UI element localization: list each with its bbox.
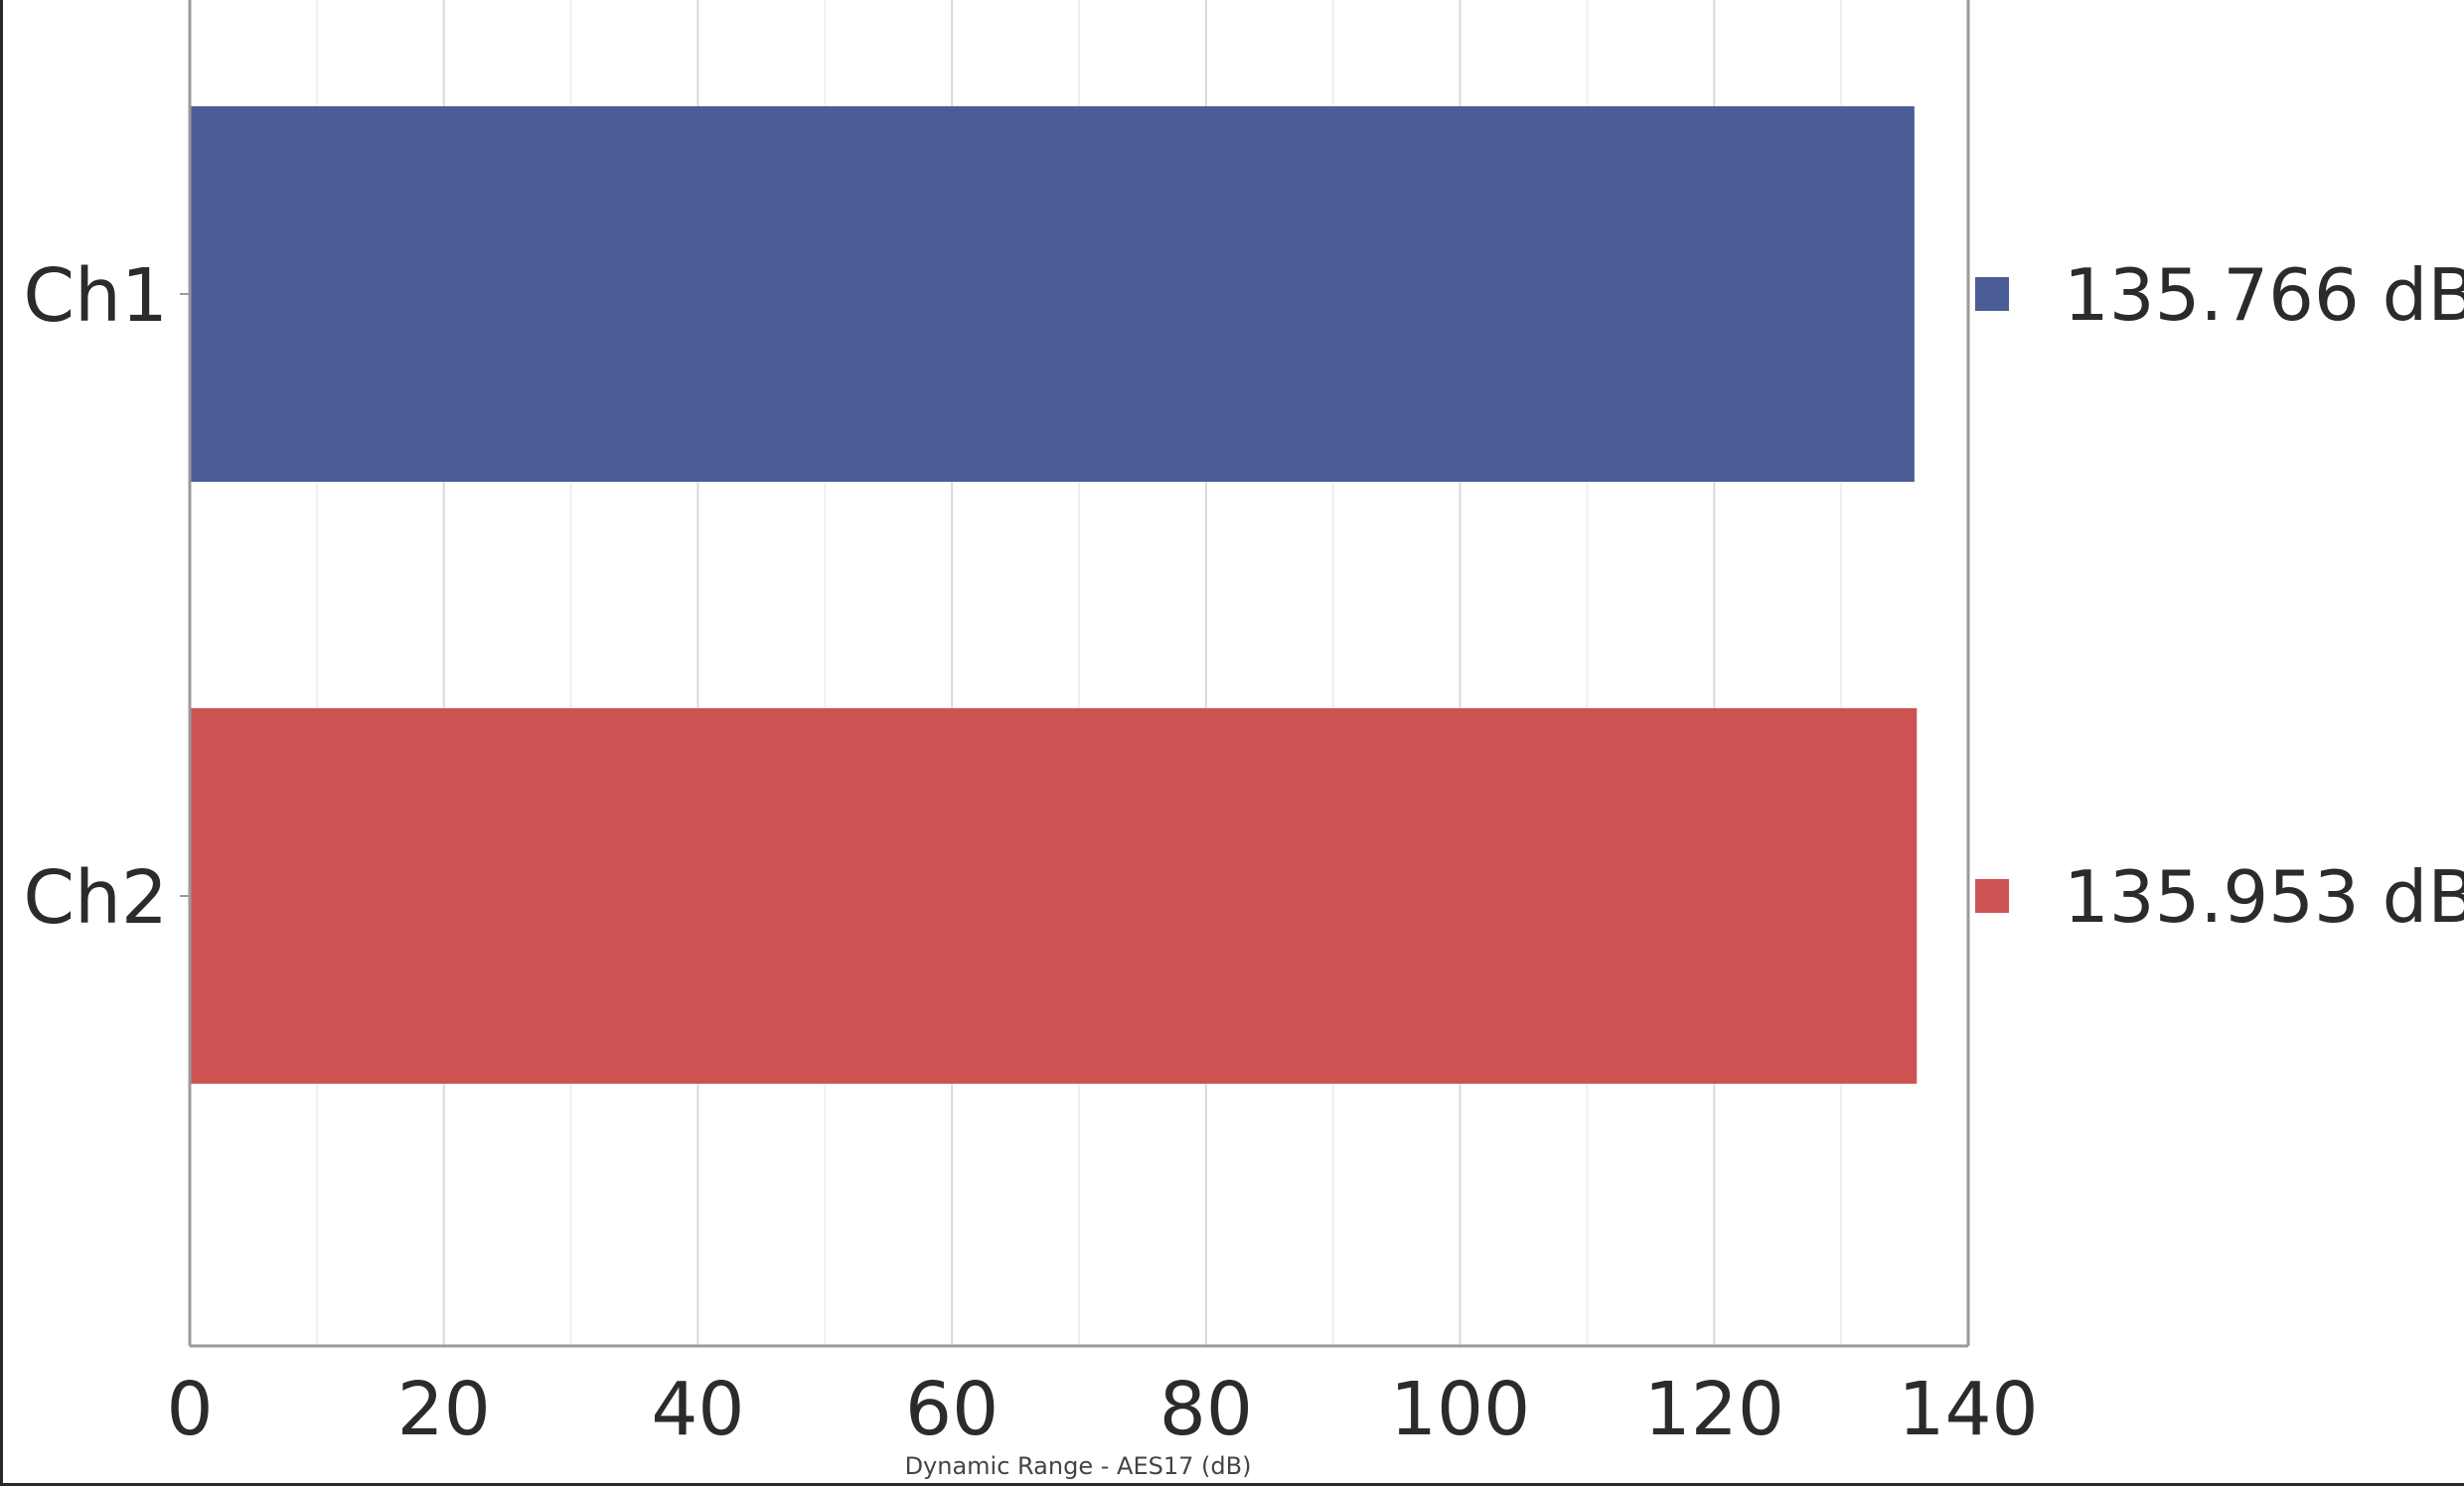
legend-swatch	[1975, 879, 2009, 913]
bar-ch1[interactable]	[190, 106, 1915, 482]
legend-swatch	[1975, 277, 2009, 311]
y-category-labels: Ch1 Ch2	[23, 253, 168, 941]
value-legend: 135.766 dB 135.953 dB	[1975, 253, 2464, 939]
x-tick-label: 0	[166, 1367, 213, 1452]
category-label-ch1: Ch1	[23, 253, 168, 339]
x-tick-label: 120	[1644, 1367, 1784, 1452]
x-tick-label: 100	[1390, 1367, 1530, 1452]
x-tick-labels: 0 20 40 60 80 100 120 140	[166, 1367, 2038, 1452]
bars	[190, 106, 1918, 1084]
axes	[180, 0, 1970, 1348]
x-tick-label: 80	[1159, 1367, 1253, 1452]
x-tick-label: 20	[397, 1367, 491, 1452]
x-axis-title: Dynamic Range - AES17 (dB)	[905, 1452, 1252, 1480]
x-tick-label: 40	[651, 1367, 744, 1452]
x-tick-label: 60	[905, 1367, 999, 1452]
x-tick-label: 140	[1898, 1367, 2038, 1452]
bar-ch2[interactable]	[190, 708, 1918, 1084]
category-label-ch2: Ch2	[23, 855, 168, 941]
value-label-ch1: 135.766 dB	[2064, 253, 2464, 337]
value-label-ch2: 135.953 dB	[2064, 855, 2464, 939]
